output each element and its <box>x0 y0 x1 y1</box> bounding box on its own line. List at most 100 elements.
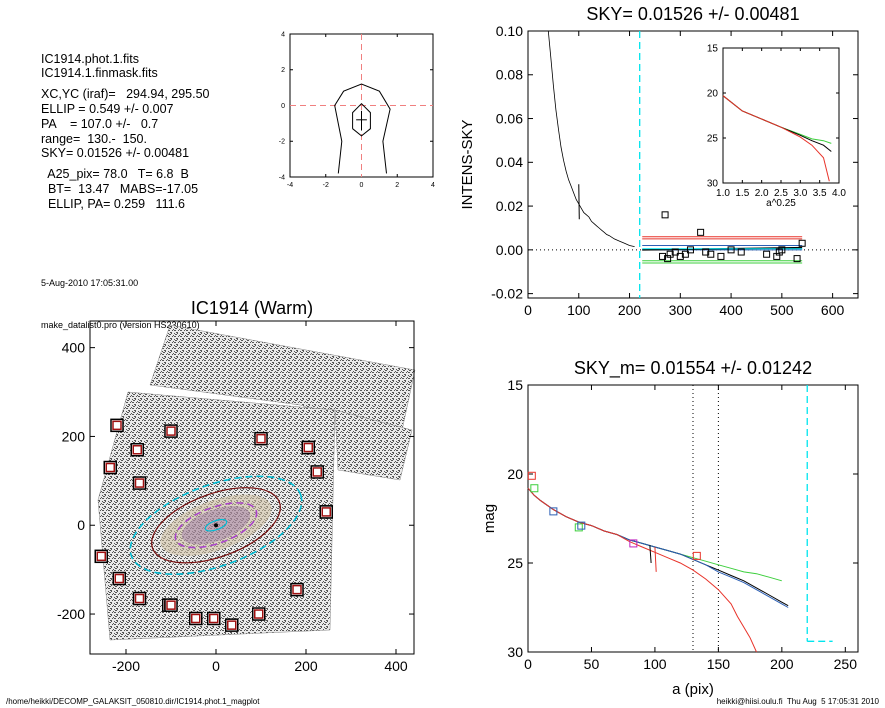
x-tick-label: 200 <box>770 656 794 672</box>
y-tick-label: -200 <box>57 606 85 622</box>
x-tick-label: 0 <box>212 658 220 674</box>
plot-frame <box>527 30 859 299</box>
y-axis-label: INTENS-SKY <box>459 119 476 209</box>
mag-box-point <box>629 539 638 548</box>
info-line: range= 130.- 150. <box>41 131 147 146</box>
mag-series-red <box>527 487 757 653</box>
sky-box-inner <box>96 551 106 562</box>
x-tick-label: 250 <box>834 656 858 672</box>
sky-box-inner <box>312 467 322 477</box>
x-tick-label: 100 <box>567 302 591 318</box>
y-tick-label: -2 <box>279 139 285 146</box>
x-tick-label: 150 <box>707 656 731 672</box>
x-tick-label: 4.0 <box>832 188 846 199</box>
sky-box-inner <box>227 620 237 630</box>
sky-box-inner <box>292 584 302 595</box>
y-tick-label: 30 <box>507 644 523 660</box>
image-tile-edge <box>334 409 413 481</box>
sky-box <box>319 505 333 519</box>
info-line: SKY= 0.01526 +/- 0.00481 <box>41 146 190 161</box>
x-axis-label: a (pix) <box>672 681 714 698</box>
info-timestamp: 5-Aug-2010 17:05:31.00 <box>41 277 139 288</box>
y-tick-label: 20 <box>507 466 523 482</box>
sky-box-point <box>659 252 667 260</box>
sky-box-inner <box>254 609 264 619</box>
sky-box <box>225 618 239 632</box>
sky-box-point <box>676 252 684 260</box>
intens-sky-panel: SKY= 0.01526 +/- 0.00481 INTENS-SKY 0 100 20… <box>459 4 859 318</box>
x-tick-label: 1.5 <box>735 188 749 199</box>
isophote-ellipse <box>129 475 303 575</box>
sky-box <box>132 591 147 606</box>
mag-box-point <box>527 471 536 480</box>
mag-box-point <box>574 523 583 532</box>
mag-box-point <box>577 521 586 530</box>
y-tick-label: 4 <box>281 31 285 38</box>
sky-box-point <box>727 246 735 254</box>
y-tick-label: 0.02 <box>496 198 523 214</box>
y-tick-label: -4 <box>279 174 285 181</box>
y-tick-label: -0.02 <box>491 286 523 302</box>
isophote-ellipse <box>151 487 281 564</box>
sky-box <box>207 611 221 626</box>
info-line: PA = 107.0 +/- 0.7 <box>41 116 159 131</box>
profile-spike <box>578 184 580 220</box>
sky-box <box>164 598 178 612</box>
sky-box-point <box>778 246 786 254</box>
footer-host: heikki@hiisi.oulu.fi Thu Aug 5 17:05:31 … <box>716 697 879 706</box>
x-tick-label: 200 <box>294 658 318 674</box>
sky-box <box>132 476 147 490</box>
sky-box <box>103 460 117 475</box>
inset-panel: 1.0 1.5 2.0 2.5 3.0 3.5 4.0 15 20 25 30 a^0.25 <box>707 44 847 210</box>
sky-box <box>94 549 108 564</box>
sky-box-inner <box>256 433 266 444</box>
sky-box <box>254 431 268 446</box>
x-tick-label: 2.5 <box>774 188 788 199</box>
y-tick-label: 0.10 <box>496 23 523 39</box>
galaxy-center <box>214 523 218 528</box>
x-tick-label: 2 <box>395 182 399 189</box>
contour-line <box>352 102 371 137</box>
sky-box <box>252 607 266 621</box>
x-tick-label: 400 <box>719 302 743 318</box>
sky-box-point <box>763 250 771 258</box>
x-tick-label: 600 <box>821 302 845 318</box>
inset-series-red <box>722 95 830 182</box>
info-line: A25_pix= 78.0 T= 6.8 B <box>41 167 189 182</box>
center-contour-panel: -4 -2 0 2 4 -4 -2 0 2 4 <box>279 31 435 189</box>
info-line: IC1914.1.finmask.fits <box>41 66 158 81</box>
sky-box <box>290 582 304 597</box>
sky-box-inner <box>105 462 115 473</box>
panel-title: IC1914 (Warm) <box>191 298 313 318</box>
x-tick-label: 100 <box>643 656 667 672</box>
y-tick-label: 30 <box>707 179 719 190</box>
sky-box <box>110 418 124 433</box>
sky-box-inner <box>166 600 176 610</box>
sky-box <box>164 424 178 438</box>
mag-box-point <box>549 507 558 516</box>
panel-title: SKY= 0.01526 +/- 0.00481 <box>586 4 799 24</box>
info-line: ELLIP, PA= 0.259 111.6 <box>41 196 185 211</box>
sky-box-inner <box>166 426 176 436</box>
image-tile-upper <box>149 324 416 441</box>
sky-box-inner <box>191 613 201 624</box>
sky-box-point <box>702 248 710 256</box>
x-tick-label: 0 <box>524 302 532 318</box>
sky-box-point <box>717 252 725 260</box>
y-tick-label: 0 <box>77 517 85 533</box>
inset-background <box>723 48 839 183</box>
plot-frame <box>89 320 415 655</box>
panel-title: SKY_m= 0.01554 +/- 0.01242 <box>574 358 812 379</box>
y-tick-label: 200 <box>62 428 86 444</box>
info-line: XC,YC (iraf)= 294.94, 295.50 <box>41 87 210 102</box>
sky-box-inner <box>112 420 122 431</box>
sky-box-point <box>681 250 689 258</box>
sky-box <box>310 465 324 479</box>
x-tick-label: 0 <box>360 182 364 189</box>
info-line: ELLIP = 0.549 +/- 0.007 <box>41 101 174 116</box>
sky-box <box>130 443 144 457</box>
sky-box-inner <box>134 593 145 604</box>
info-line: BT= 13.47 MABS=-17.05 <box>41 181 199 196</box>
x-tick-label: 3.0 <box>793 188 807 199</box>
